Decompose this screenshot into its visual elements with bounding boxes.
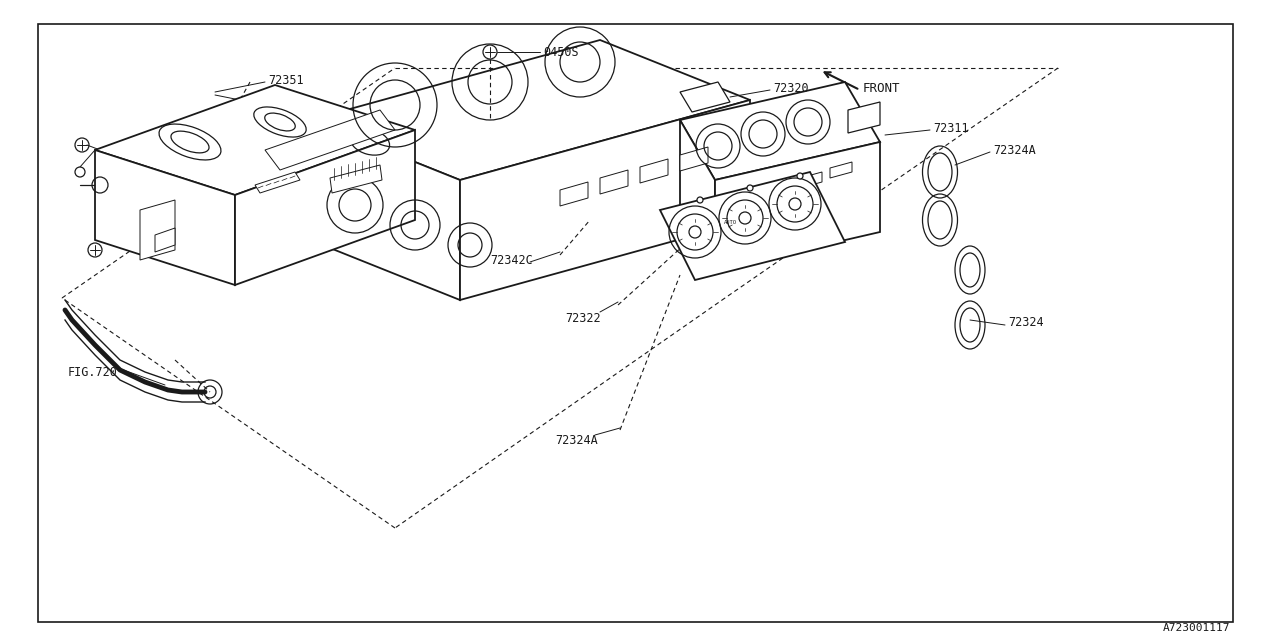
Polygon shape [829,162,852,178]
Polygon shape [310,40,750,180]
Text: 72311: 72311 [933,122,969,134]
Polygon shape [460,100,750,300]
Polygon shape [140,200,175,260]
Polygon shape [771,182,792,198]
Text: 72320: 72320 [773,81,809,95]
Circle shape [748,185,753,191]
Polygon shape [680,120,716,270]
Polygon shape [310,120,460,300]
Circle shape [797,173,803,179]
Polygon shape [680,82,730,112]
Polygon shape [716,142,881,270]
Polygon shape [265,110,396,170]
Polygon shape [255,172,300,193]
Polygon shape [849,102,881,133]
Polygon shape [680,82,881,180]
Text: A723001117: A723001117 [1162,623,1230,633]
Polygon shape [236,130,415,285]
Polygon shape [600,170,628,194]
Polygon shape [95,150,236,285]
Text: 72324A: 72324A [993,143,1036,157]
Polygon shape [561,182,588,206]
Circle shape [698,197,703,203]
Polygon shape [660,172,845,280]
Text: 0450S: 0450S [543,45,579,58]
Polygon shape [740,194,762,210]
Text: 72324: 72324 [1009,316,1043,328]
Text: FIG.720: FIG.720 [68,365,118,378]
Polygon shape [800,172,822,188]
Text: 72324A: 72324A [556,433,598,447]
Text: 72351: 72351 [268,74,303,86]
Polygon shape [680,147,708,171]
Polygon shape [640,159,668,183]
Text: 72322: 72322 [564,312,600,324]
Text: AUTO: AUTO [723,220,736,225]
Polygon shape [95,85,415,195]
Text: FRONT: FRONT [863,81,901,95]
Polygon shape [155,228,175,252]
Text: 72342C: 72342C [490,253,532,266]
Polygon shape [330,165,381,193]
